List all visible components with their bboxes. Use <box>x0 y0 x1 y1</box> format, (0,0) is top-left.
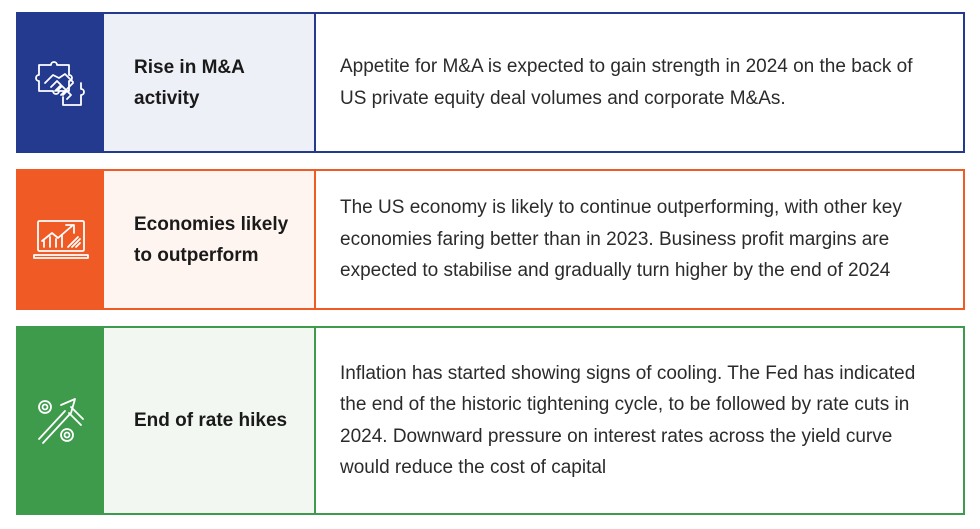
title-cell: Rise in M&A activity <box>104 14 316 151</box>
row-description: Appetite for M&A is expected to gain str… <box>340 56 913 109</box>
title-cell: Economies likely to outperform <box>104 171 316 308</box>
row-title: Rise in M&A activity <box>134 56 245 109</box>
row-title: End of rate hikes <box>134 410 288 431</box>
icon-cell <box>18 14 104 151</box>
description-cell: The US economy is likely to continue out… <box>316 171 963 308</box>
percent-arrow-icon <box>33 393 89 449</box>
description-cell: Appetite for M&A is expected to gain str… <box>316 14 963 151</box>
row-mna: Rise in M&A activity Appetite for M&A is… <box>16 12 965 153</box>
row-description: The US economy is likely to continue out… <box>340 197 902 282</box>
row-economies: Economies likely to outperform The US ec… <box>16 169 965 310</box>
row-rate-hikes: End of rate hikes Inflation has started … <box>16 326 965 515</box>
description-cell: Inflation has started showing signs of c… <box>316 328 963 513</box>
row-title: Economies likely to outperform <box>134 213 289 266</box>
handshake-puzzle-icon <box>33 57 89 109</box>
icon-cell <box>18 171 104 308</box>
rising-chart-laptop-icon <box>32 215 90 265</box>
row-description: Inflation has started showing signs of c… <box>340 362 916 479</box>
title-cell: End of rate hikes <box>104 328 316 513</box>
icon-cell <box>18 328 104 513</box>
